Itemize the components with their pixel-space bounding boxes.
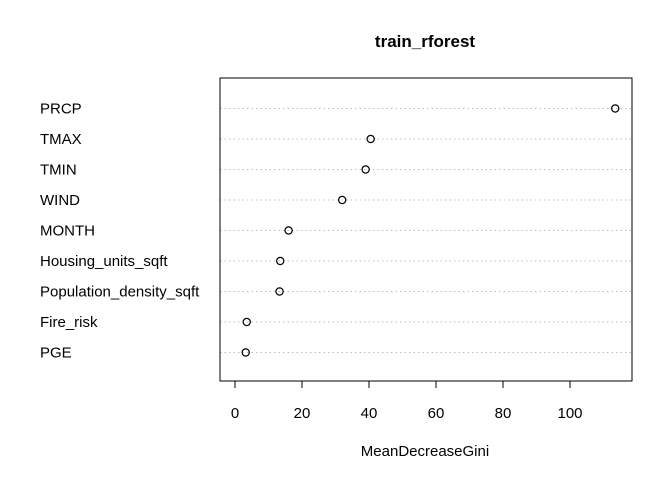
category-label: PGE <box>40 345 72 362</box>
x-tick-label: 0 <box>231 405 239 422</box>
x-axis: 0 20 40 60 80 100 <box>231 380 583 422</box>
grid-lines <box>220 108 632 353</box>
data-point <box>241 348 250 357</box>
x-tick-label: 20 <box>294 405 311 422</box>
plot-frame <box>219 77 633 382</box>
data-points <box>241 104 620 357</box>
category-label: TMIN <box>40 162 77 179</box>
data-point <box>366 134 375 144</box>
chart-title: train_rforest <box>375 32 475 51</box>
category-label: MONTH <box>40 223 95 240</box>
data-point <box>275 287 284 296</box>
data-point <box>361 165 370 174</box>
x-axis-title: MeanDecreaseGini <box>361 443 489 460</box>
data-point <box>338 195 347 205</box>
x-tick-label: 80 <box>495 405 512 422</box>
data-point <box>276 256 285 266</box>
category-label: Housing_units_sqft <box>40 253 168 270</box>
data-point <box>611 104 620 113</box>
category-label: TMAX <box>40 131 82 148</box>
data-point <box>242 317 251 327</box>
data-point <box>284 226 293 235</box>
category-label: WIND <box>40 192 80 209</box>
category-label: Fire_risk <box>40 314 98 331</box>
x-tick-label: 100 <box>557 405 582 422</box>
x-tick-label: 40 <box>361 405 378 422</box>
category-labels: PRCP TMAX TMIN WIND MONTH Housing_units_sqft P… <box>40 101 200 362</box>
category-label: PRCP <box>40 101 82 118</box>
category-label: Population_density_sqft <box>40 284 200 301</box>
x-tick-label: 60 <box>428 405 445 422</box>
